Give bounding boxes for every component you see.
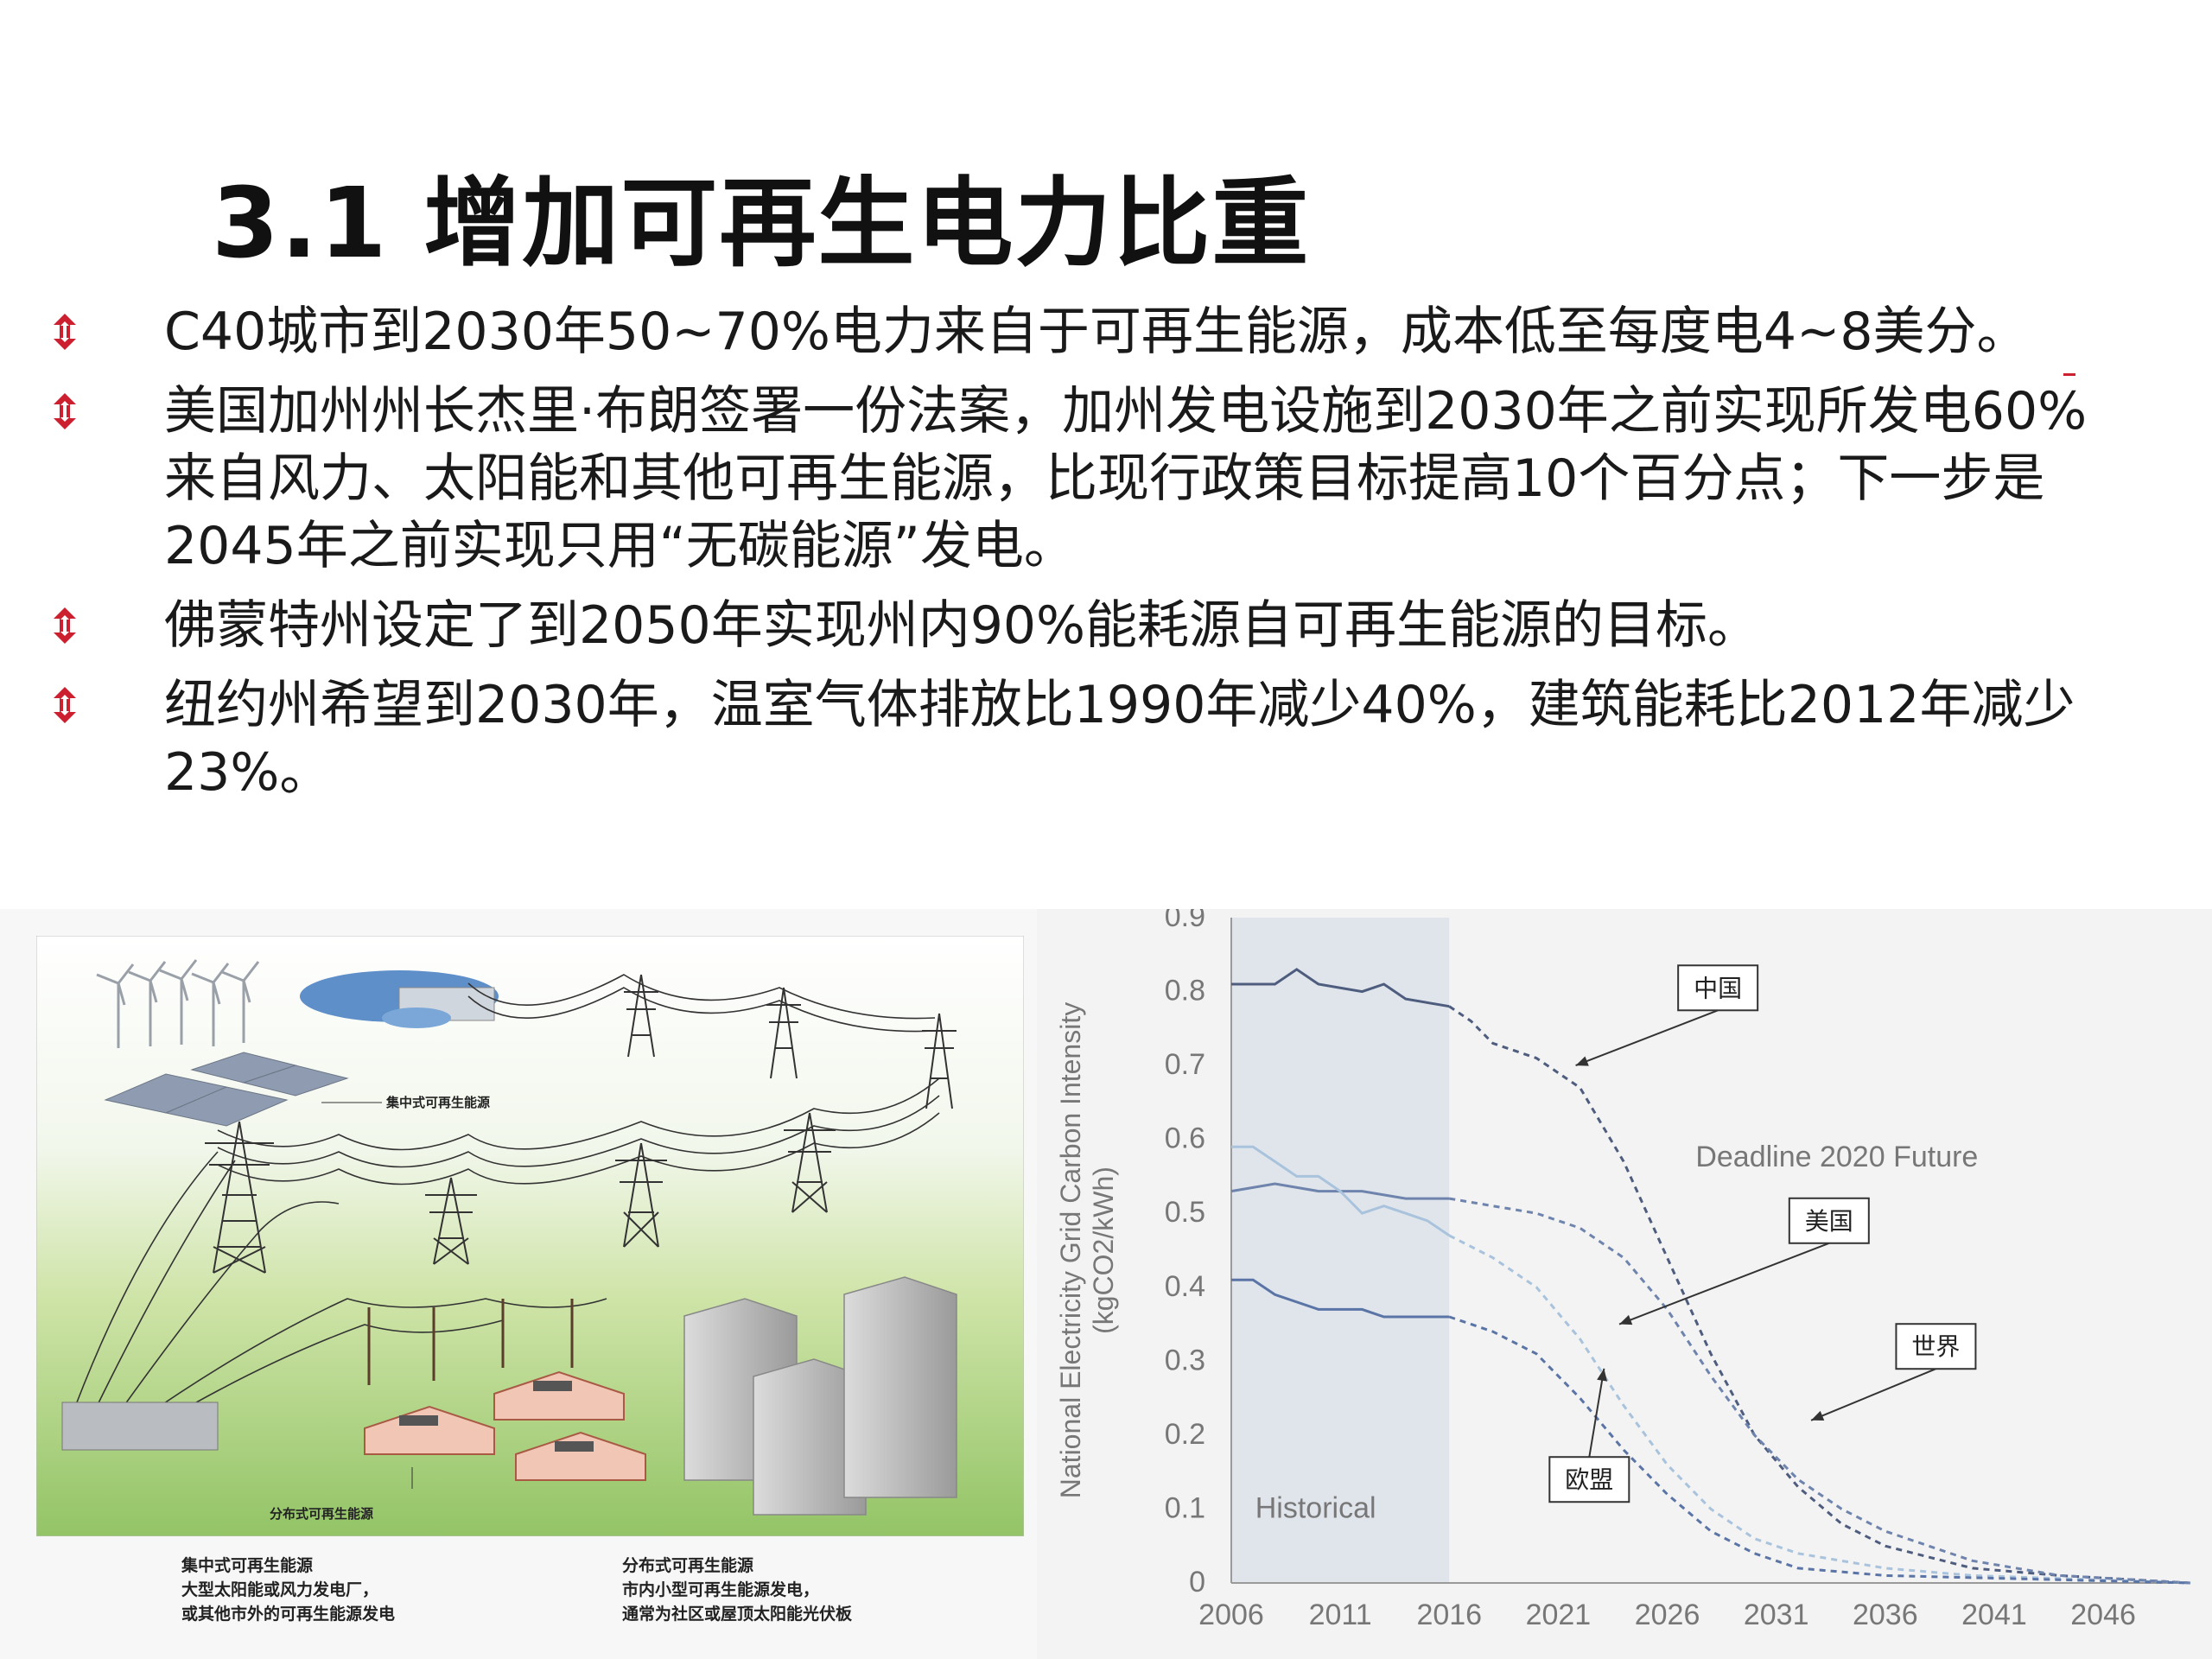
x-tick-label: 2016 bbox=[1416, 1599, 1482, 1631]
centralized-label: 集中式可再生能源 bbox=[385, 1095, 490, 1110]
historical-label: Historical bbox=[1255, 1491, 1376, 1524]
series-historical-line bbox=[1231, 1278, 1450, 1319]
x-tick-label: 2026 bbox=[1635, 1599, 1700, 1631]
annotation-arrow bbox=[1618, 1242, 1830, 1325]
annotation-label: 美国 bbox=[1805, 1207, 1853, 1236]
caption-line: 市内小型可再生能源发电， bbox=[622, 1580, 820, 1599]
future-label: Deadline 2020 Future bbox=[1695, 1141, 1978, 1173]
series-projection-line bbox=[1449, 1197, 2191, 1585]
bullet-item: 纽约州希望到2030年，温室气体排放比1990年减少40%，建筑能耗比2012年… bbox=[0, 671, 2108, 806]
annotation-arrowhead bbox=[1811, 1410, 1825, 1421]
bullet-text: C40城市到2030年50~70%电力来自于可再生能源，成本低至每度电4~8美分… bbox=[164, 302, 2029, 362]
annotation-arrow bbox=[1810, 1368, 1936, 1421]
annotation-box bbox=[1895, 1323, 1977, 1370]
annotation-label: 中国 bbox=[1694, 974, 1742, 1002]
y-tick-label: 0.3 bbox=[1165, 1344, 1205, 1376]
annotation-arrowhead bbox=[1619, 1314, 1633, 1325]
x-tick-label: 2036 bbox=[1853, 1599, 1918, 1631]
y-tick-label: 0.8 bbox=[1165, 975, 1205, 1007]
annotation-label: 欧盟 bbox=[1565, 1465, 1613, 1494]
annotation-box bbox=[1788, 1197, 1870, 1244]
x-tick-label: 2011 bbox=[1309, 1599, 1372, 1631]
bullet-item: C40城市到2030年50~70%电力来自于可再生能源，成本低至每度电4~8美分… bbox=[0, 298, 2108, 365]
y-tick-label: 0.2 bbox=[1165, 1418, 1205, 1451]
series-projection-line bbox=[1448, 1234, 2191, 1585]
annotation-arrow bbox=[1588, 1368, 1605, 1458]
annotation-arrowhead bbox=[1575, 1056, 1589, 1066]
caption-title: 集中式可再生能源 bbox=[181, 1556, 314, 1575]
x-tick-label: 2021 bbox=[1526, 1599, 1592, 1631]
x-tick-label: 2031 bbox=[1744, 1599, 1809, 1631]
hydro-dam-icon bbox=[300, 970, 499, 1028]
y-tick-label: 0.5 bbox=[1165, 1196, 1205, 1229]
series-historical-line bbox=[1231, 1145, 1451, 1237]
distributed-label: 分布式可再生能源 bbox=[270, 1506, 373, 1522]
annotation-label: 世界 bbox=[1911, 1332, 1960, 1361]
bullet-text: 纽约州希望到2030年，温室气体排放比1990年减少40%，建筑能耗比2012年… bbox=[164, 675, 2075, 803]
up-down-arrow-icon bbox=[54, 687, 76, 723]
bullet-text: 美国加州州长杰里·布朗签署一份法案，加州发电设施到2030年之前实现所发电60%… bbox=[164, 381, 2088, 576]
building-icon bbox=[683, 1276, 957, 1516]
historical-band bbox=[1231, 918, 1450, 1583]
pylon-icon bbox=[205, 974, 957, 1274]
x-tick-label: 2046 bbox=[2070, 1599, 2136, 1631]
red-dash-mark bbox=[2063, 373, 2075, 376]
carbon-intensity-chart: 0 0.1 0.2 0.3 0.4 0.5 0.6 0.7 0.8 0.9 2006 2011 2016… bbox=[1055, 909, 2191, 1631]
bullet-item: 美国加州州长杰里·布朗签署一份法案，加州发电设施到2030年之前实现所发电60%… bbox=[0, 378, 2108, 580]
solar-field-icon bbox=[104, 1052, 349, 1127]
caption-line: 大型太阳能或风力发电厂， bbox=[181, 1580, 379, 1599]
y-tick-label: 0.4 bbox=[1165, 1270, 1205, 1303]
caption-title: 分布式可再生能源 bbox=[622, 1556, 754, 1575]
annotation-box bbox=[1677, 964, 1759, 1012]
bullet-list: C40城市到2030年50~70%电力来自于可再生能源，成本低至每度电4~8美分… bbox=[0, 298, 2108, 818]
y-tick-label: 0 bbox=[1189, 1566, 1205, 1599]
y-tick-label: 0.9 bbox=[1165, 909, 1205, 933]
y-axis-unit: (kgCO2/kWh) bbox=[1088, 1166, 1119, 1334]
caption-centralized: 集中式可再生能源 大型太阳能或风力发电厂， 或其他市外的可再生能源发电 bbox=[181, 1554, 395, 1626]
series-projection-line bbox=[1448, 1005, 2191, 1585]
caption-distributed: 分布式可再生能源 市内小型可再生能源发电， 通常为社区或屋顶太阳能光伏板 bbox=[622, 1554, 852, 1626]
caption-line: 通常为社区或屋顶太阳能光伏板 bbox=[622, 1605, 853, 1624]
up-down-arrow-icon bbox=[54, 314, 76, 350]
up-down-arrow-icon bbox=[54, 393, 76, 429]
y-tick-label: 0.1 bbox=[1165, 1491, 1205, 1524]
series-projection-line bbox=[1448, 1315, 2191, 1585]
series-historical-line bbox=[1231, 968, 1450, 1008]
substation-icon bbox=[61, 1402, 219, 1451]
annotation-arrowhead bbox=[1597, 1368, 1608, 1382]
x-tick-label: 2006 bbox=[1198, 1599, 1264, 1631]
house-icon bbox=[364, 1370, 646, 1481]
bullet-text: 佛蒙特州设定了到2050年实现州内90%能耗源自可再生能源的目标。 bbox=[164, 595, 1760, 656]
x-tick-label: 2041 bbox=[1961, 1599, 2027, 1631]
wind-turbines-icon bbox=[96, 959, 260, 1048]
y-axis-label: National Electricity Grid Carbon Intensi… bbox=[1055, 1002, 1086, 1498]
annotation-arrow bbox=[1575, 1009, 1719, 1067]
y-tick-label: 0.7 bbox=[1165, 1048, 1205, 1081]
slide-title: 3.1 增加可再生电力比重 bbox=[212, 168, 1311, 280]
y-tick-label: 0.6 bbox=[1165, 1122, 1205, 1155]
renewable-energy-illustration: 集中式可再生能源 bbox=[36, 936, 1024, 1536]
up-down-arrow-icon bbox=[54, 607, 76, 644]
bullet-item: 佛蒙特州设定了到2050年实现州内90%能耗源自可再生能源的目标。 bbox=[0, 592, 2108, 659]
annotation-box bbox=[1548, 1456, 1630, 1503]
caption-line: 或其他市外的可再生能源发电 bbox=[181, 1605, 396, 1624]
